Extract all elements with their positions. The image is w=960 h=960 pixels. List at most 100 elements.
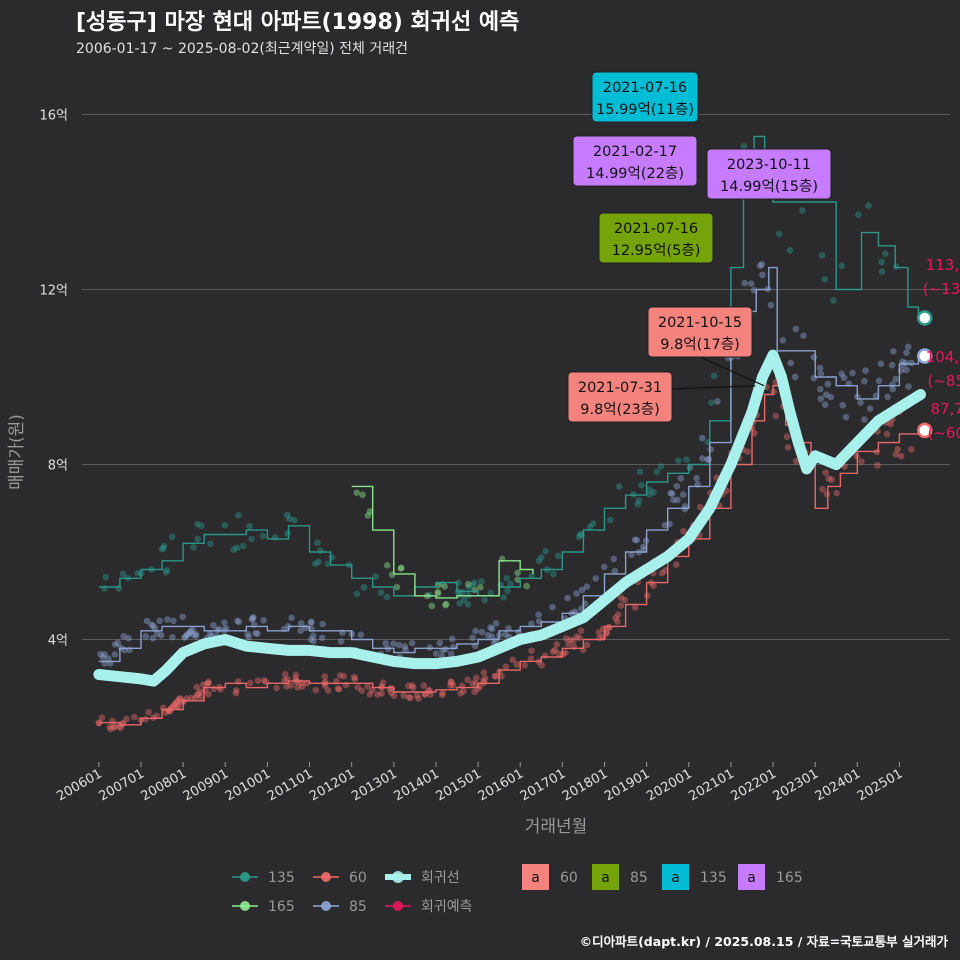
scatter-point-135 [538,554,545,561]
y-tick-label: 4억 [48,634,68,649]
scatter-point-60 [471,688,478,696]
legend-label-swatch [662,864,689,890]
legend-item-회귀선: 회귀선 [385,870,460,886]
scatter-point-165 [477,583,484,591]
scatter-point-135 [360,584,368,591]
scatter-point-85 [535,611,542,618]
legend: 135 60 회귀선 165 85 회귀예측 a 60 a 85 a 135 a 165 [232,864,803,915]
scatter-point-85 [245,633,252,641]
scatter-point-85 [319,620,326,628]
scatter-point-60 [162,709,170,716]
scatter-point-60 [595,629,603,636]
scatter-point-85 [99,654,107,661]
scatter-points [95,142,915,733]
scatter-point-60 [110,724,118,731]
scatter-point-85 [502,631,509,638]
scatter-point-85 [758,260,766,268]
scatter-point-135 [577,531,584,538]
scatter-point-135 [554,552,562,560]
scatter-point-60 [907,446,915,453]
x-tick-label: 202101 [686,766,736,804]
scatter-point-135 [259,532,267,540]
legend-item-85: 85 [313,899,367,915]
scatter-point-60 [562,635,570,642]
scatter-point-85 [817,370,825,378]
scatter-point-60 [187,694,195,702]
scatter-point-85 [143,617,151,625]
scatter-point-135 [799,207,806,214]
label-price: 14.99억(15층) [720,178,818,195]
scatter-point-165 [514,576,521,584]
scatter-point-85 [337,638,345,645]
scatter-point-60 [145,708,152,716]
scatter-point-60 [193,683,201,691]
scatter-point-135 [550,570,557,578]
scatter-point-85 [478,628,486,636]
scatter-point-60 [577,627,585,635]
scatter-point-85 [571,608,579,616]
label-price: 12.95억(5층) [612,242,701,259]
scatter-point-85 [767,301,775,309]
label-box-bg [647,306,753,358]
scatter-point-60 [273,684,280,692]
scatter-point-60 [565,640,572,648]
scatter-point-60 [408,682,416,689]
scatter-point-85 [564,594,571,602]
scatter-point-60 [246,679,254,687]
label-date: 2021-07-16 [614,221,698,237]
scatter-point-135 [646,486,653,493]
label-date: 2021-02-17 [593,144,677,160]
label-box-bg [706,148,832,200]
scatter-point-85 [611,567,619,575]
label-date: 2021-07-16 [603,80,687,96]
scatter-point-60 [400,692,408,699]
x-tick-label: 201801 [560,766,610,804]
scatter-point-85 [810,353,818,361]
scatter-point-60 [324,687,332,694]
scatter-point-85 [210,621,217,629]
scatter-point-60 [562,649,569,656]
scatter-point-135 [830,297,837,304]
scatter-point-135 [283,511,291,519]
scatter-point-60 [617,594,625,601]
scatter-point-85 [408,639,416,647]
scatter-point-135 [535,557,543,565]
scatter-point-85 [249,614,257,622]
x-tick-label: 201901 [602,766,652,804]
label-box-bg [567,371,673,423]
axes: 4억 8억 12억 16억 200601200701200801200901201001… [7,109,905,838]
label-date: 2021-10-15 [658,315,742,331]
prediction-value-label: 113,500 [926,256,960,274]
scatter-point-135 [786,247,794,254]
scatter-point-85 [254,630,261,637]
legend-dot [240,901,250,911]
scatter-point-60 [420,682,428,689]
scatter-point-85 [631,536,639,544]
scatter-point-60 [123,715,130,723]
scatter-point-85 [179,613,187,621]
x-tick-label: 200901 [181,766,231,804]
scatter-point-135 [504,587,511,595]
scatter-point-165 [442,601,449,609]
scatter-point-135 [246,522,253,530]
scatter-point-60 [281,670,289,678]
scatter-point-165 [397,564,405,572]
scatter-point-135 [315,558,322,566]
scatter-point-135 [324,560,332,568]
scatter-point-135 [248,535,255,543]
scatter-point-60 [744,448,751,456]
scatter-point-85 [307,636,315,643]
scatter-point-85 [164,616,171,623]
scatter-point-60 [379,679,387,686]
scatter-point-135 [271,534,279,541]
scatter-point-85 [892,375,900,383]
scatter-point-85 [436,639,444,647]
legend-item-135: 135 [232,870,295,886]
scatter-point-85 [741,279,749,287]
scatter-point-60 [892,451,900,458]
prediction-value-label: 104,850 [926,348,960,366]
scatter-point-165 [359,491,366,499]
scatter-point-85 [816,364,824,372]
scatter-point-85 [578,586,586,594]
scatter-point-85 [592,575,600,582]
